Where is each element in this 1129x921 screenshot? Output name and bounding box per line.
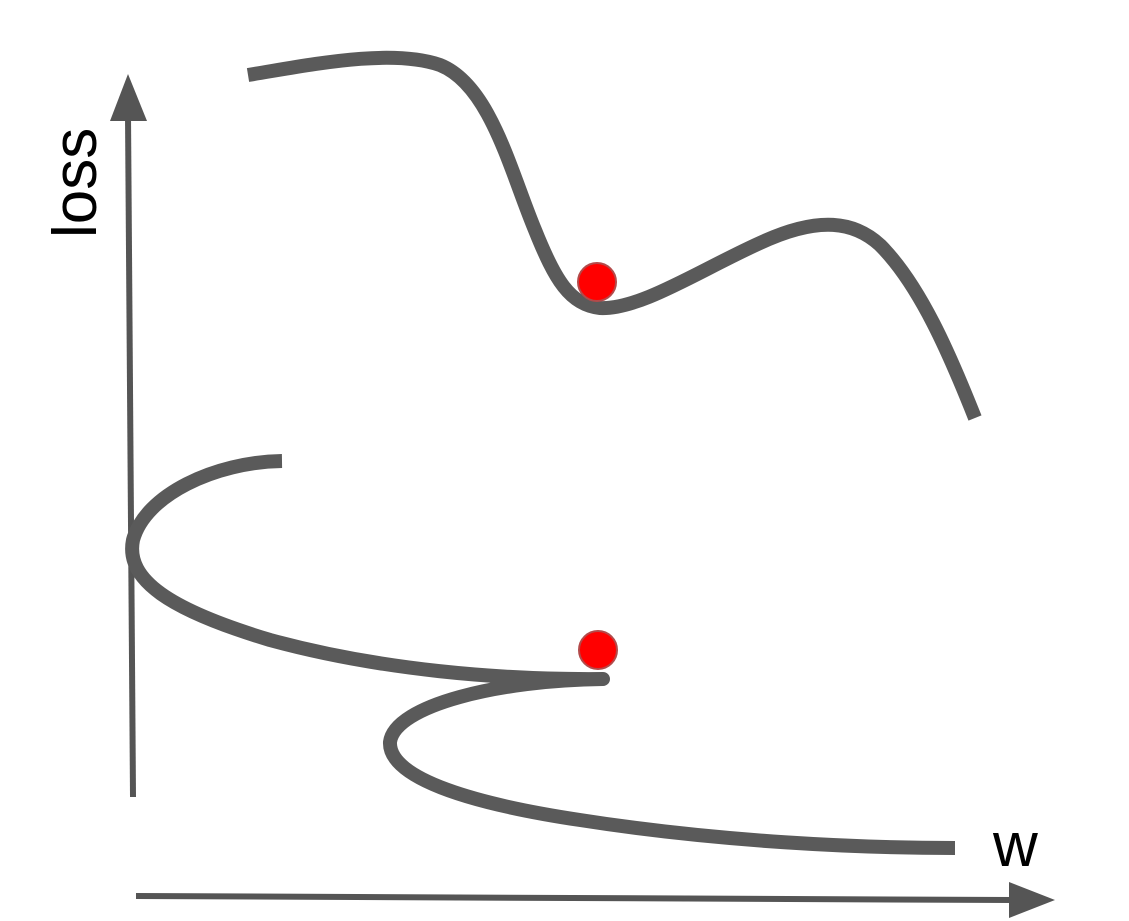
lower-fold-marker [578,630,618,670]
upper-loss-curve [246,50,982,421]
x-axis-label: w [992,811,1038,880]
upper-minimum-marker [577,262,617,302]
y-axis-arrowhead [110,74,147,121]
lower-s-curve [125,454,956,855]
x-axis-arrowhead [1009,882,1055,918]
y-axis-label: loss [41,128,110,238]
y-axis-line [125,114,136,798]
x-axis-line [135,893,1013,903]
y-axis [110,74,147,798]
x-axis [135,882,1055,918]
